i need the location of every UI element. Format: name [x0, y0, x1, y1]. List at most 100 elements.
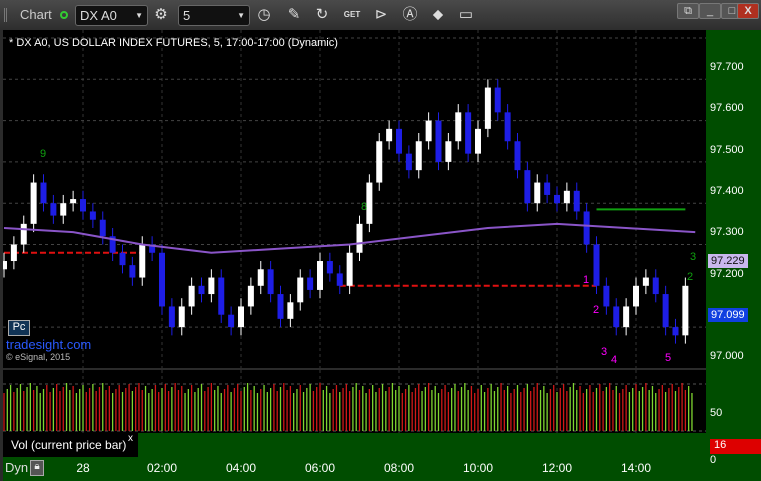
- link-icon[interactable]: ⬥: [432, 6, 444, 23]
- time-tick: 08:00: [383, 461, 415, 475]
- dyn-label: Dyn: [5, 460, 29, 475]
- candle: [149, 244, 156, 253]
- time-tick: 02:00: [146, 461, 178, 475]
- price-tick: 97.500: [710, 143, 744, 156]
- setup-count-marker: 3: [601, 346, 607, 358]
- get-icon[interactable]: GET: [343, 10, 361, 19]
- candle: [386, 128, 393, 142]
- setup-count-marker: 3: [690, 251, 696, 263]
- comment-icon[interactable]: ▭: [458, 6, 474, 23]
- volume-pane[interactable]: [3, 370, 706, 433]
- settings-gear-icon[interactable]: ⚙: [154, 6, 168, 23]
- candle: [60, 203, 67, 216]
- candle: [307, 277, 314, 290]
- volume-plot: [3, 370, 706, 433]
- price-tick: 97.200: [710, 267, 744, 280]
- candle: [425, 120, 432, 142]
- candle: [10, 244, 17, 262]
- candle: [603, 285, 610, 307]
- candle: [119, 252, 126, 266]
- watermark: tradesight.com: [6, 337, 92, 352]
- setup-count-marker: 1: [583, 274, 589, 286]
- candle: [238, 306, 244, 328]
- close-button[interactable]: X: [737, 3, 759, 19]
- alert-icon[interactable]: Ⓐ: [402, 6, 418, 23]
- toolbar: Chart DX A0 ▼ ⚙ 5 ▼ ◷ ✎ ↻ GET ⊳ Ⓐ ⬥ ▭ ⧉ _ …: [0, 0, 761, 30]
- candle: [494, 87, 501, 113]
- candle: [277, 294, 284, 319]
- clock-icon[interactable]: ◷: [257, 6, 271, 23]
- candle: [267, 269, 274, 295]
- last-price-label: 97.099: [708, 307, 748, 322]
- symbol-select[interactable]: DX A0 ▼: [75, 5, 148, 26]
- candle: [218, 277, 225, 315]
- candle: [455, 112, 462, 142]
- candle: [554, 194, 560, 204]
- candle: [682, 285, 689, 336]
- pc-badge[interactable]: Pc: [8, 320, 30, 336]
- price-tick: 97.000: [710, 350, 744, 363]
- candle: [30, 182, 37, 224]
- candle: [297, 277, 304, 303]
- candle: [376, 141, 383, 183]
- price-tick: 97.300: [710, 226, 744, 239]
- candle: [109, 236, 116, 253]
- pencil-icon[interactable]: ✎: [287, 6, 301, 23]
- current-volume-label: 16: [710, 439, 761, 454]
- candle: [228, 314, 235, 328]
- candle: [652, 277, 659, 295]
- price-axis[interactable]: 97.700 97.600 97.500 97.400 97.300 97.200 97.0…: [706, 30, 761, 481]
- candle: [623, 306, 630, 328]
- candle: [287, 302, 294, 319]
- candle: [168, 306, 175, 328]
- candle: [336, 273, 343, 286]
- candle: [326, 261, 333, 274]
- candle: [613, 306, 620, 328]
- candle: [3, 261, 7, 270]
- candle: [642, 277, 649, 286]
- candle: [593, 244, 600, 286]
- candle: [178, 306, 185, 328]
- setup-count-marker: 8: [361, 201, 367, 213]
- candle: [465, 112, 472, 154]
- candle: [99, 219, 106, 237]
- minimize-button[interactable]: _: [699, 3, 721, 19]
- interval-select[interactable]: 5 ▼: [178, 5, 250, 26]
- time-axis[interactable]: Dyn 🔒︎ 28 02:00 04:00 06:00 08:00 10:00 12:00 1…: [3, 457, 706, 481]
- volume-study-label[interactable]: Vol (current price bar): [3, 433, 138, 457]
- close-study-icon[interactable]: x: [128, 433, 133, 444]
- time-tick: 12:00: [541, 461, 573, 475]
- play-icon[interactable]: ⊳: [374, 6, 388, 23]
- time-tick: 10:00: [462, 461, 494, 475]
- candle: [159, 252, 165, 307]
- candle: [40, 182, 47, 204]
- candle: [188, 285, 195, 307]
- restore-button[interactable]: ⧉: [677, 3, 699, 19]
- candle: [198, 285, 205, 295]
- time-tick: 04:00: [225, 461, 257, 475]
- candle: [70, 199, 77, 204]
- candle: [129, 265, 136, 278]
- candle: [475, 128, 481, 154]
- candle: [484, 87, 491, 129]
- time-tick: 14:00: [620, 461, 652, 475]
- symbol-value: DX A0: [80, 8, 117, 23]
- candle: [662, 294, 669, 328]
- setup-count-marker: 4: [611, 354, 617, 366]
- grip-icon: [4, 8, 14, 22]
- candle: [346, 252, 353, 286]
- time-tick: 06:00: [304, 461, 336, 475]
- studies-icon[interactable]: ↻: [315, 6, 329, 23]
- time-tick: 28: [76, 461, 90, 475]
- candle: [445, 141, 452, 162]
- lock-icon[interactable]: 🔒︎: [30, 460, 44, 476]
- candle: [544, 182, 551, 195]
- volume-tick: 0: [710, 454, 717, 466]
- candle: [89, 211, 96, 220]
- candle: [672, 327, 679, 336]
- candle: [514, 141, 521, 171]
- price-tick: 97.600: [710, 102, 744, 115]
- candle: [20, 223, 27, 245]
- status-dot-icon: [60, 11, 68, 19]
